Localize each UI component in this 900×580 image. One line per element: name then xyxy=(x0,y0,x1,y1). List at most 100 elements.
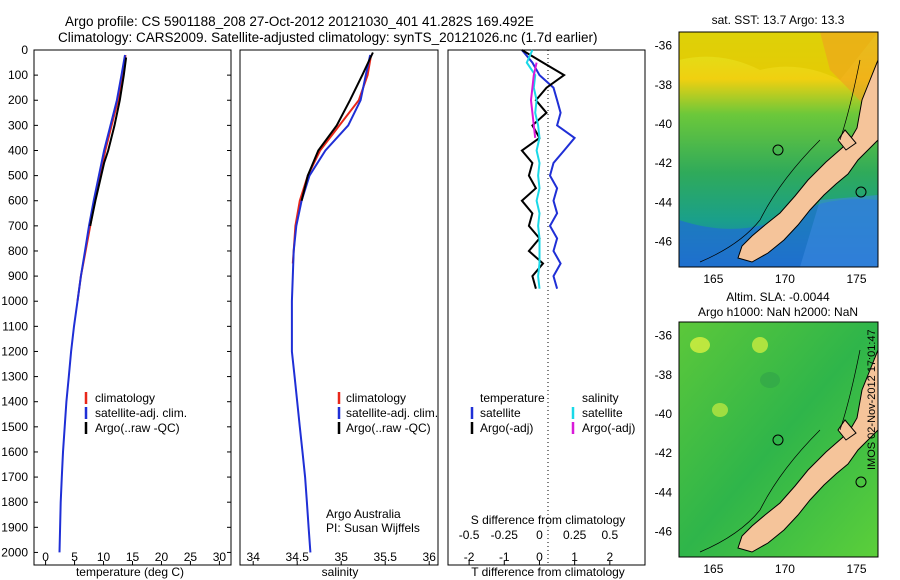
lat-tick-label: -40 xyxy=(655,117,673,131)
depth-tick-label: 800 xyxy=(8,244,28,258)
sst-map-frame xyxy=(678,31,879,268)
series-line-t-satellite xyxy=(521,49,577,289)
depth-tick-label: 1300 xyxy=(1,370,28,384)
lon-tick-label: 165 xyxy=(703,562,723,576)
x-tick-label: 35 xyxy=(335,550,349,564)
series-line-s-argo-adj- xyxy=(529,62,538,139)
lon-tick-label: 175 xyxy=(847,272,867,286)
legend-satellite: satellite-adj. clim. xyxy=(95,406,187,420)
depth-tick-label: 1000 xyxy=(1,294,28,308)
series-line-satellite-adj-clim- xyxy=(290,54,372,553)
legend-climatology: climatology xyxy=(346,391,406,405)
lon-tick-label: 165 xyxy=(703,272,723,286)
depth-tick-label: 0 xyxy=(21,43,28,57)
lon-tick-label: 170 xyxy=(775,272,795,286)
x-tick-label: 30 xyxy=(213,550,227,564)
sst-lat-tick-labels: -36 -38 -40 -42 -44 -46 xyxy=(655,39,673,249)
legend-satellite: satellite-adj. clim. xyxy=(346,406,438,420)
temperature-legend: climatology satellite-adj. clim. Argo(..… xyxy=(84,391,187,435)
x-tick-label: 20 xyxy=(155,550,169,564)
lat-tick-label: -38 xyxy=(655,78,673,92)
depth-tick-label: 200 xyxy=(8,93,28,107)
series-line-argo-raw-qc- xyxy=(89,57,128,227)
difference-series-lines xyxy=(520,49,577,289)
depth-tick-label: 500 xyxy=(8,169,28,183)
sst-map: sat. SST: 13.7 Argo: 13.3 -36 -38 -40 -42 -4… xyxy=(655,13,879,286)
depth-tick-label: 1800 xyxy=(1,495,28,509)
lat-tick-label: -44 xyxy=(655,485,673,499)
sla-map: Altim. SLA: -0.0044 Argo h1000: NaN h200… xyxy=(655,290,879,576)
difference-axes-box xyxy=(447,49,646,566)
depth-tick-label: 400 xyxy=(8,143,28,157)
lat-tick-label: -42 xyxy=(655,446,673,460)
argo-float-marker xyxy=(772,144,784,156)
x-tick-label: 34.5 xyxy=(286,550,310,564)
salinity-x-label: salinity xyxy=(322,565,359,579)
temperature-series-lines xyxy=(58,54,128,553)
depth-tick-label: 1600 xyxy=(1,445,28,459)
sla-map-title: Altim. SLA: -0.0044 xyxy=(726,290,830,304)
series-line-satellite-adj-clim- xyxy=(58,54,126,553)
depth-tick-label: 300 xyxy=(8,118,28,132)
legend-t-argo: Argo(-adj) xyxy=(480,421,533,435)
sla-map-subtitle: Argo h1000: NaN h2000: NaN xyxy=(698,305,858,319)
s-difference-label: S difference from climatology xyxy=(471,513,626,527)
sla-lat-tick-labels: -36 -38 -40 -42 -44 -46 xyxy=(655,329,673,539)
temperature-x-label: temperature (deg C) xyxy=(76,565,184,579)
pi-annotation: PI: Susan Wijffels xyxy=(326,521,420,535)
t-difference-label: T difference from climatology xyxy=(471,565,625,579)
depth-tick-label: 1500 xyxy=(1,420,28,434)
x2-tick-label: 0.25 xyxy=(563,528,587,542)
lat-tick-label: -36 xyxy=(655,329,673,343)
sla-map-frame xyxy=(678,321,879,558)
difference-legend: temperature salinity satellite Argo(-adj… xyxy=(470,391,635,435)
depth-tick-label: 100 xyxy=(8,68,28,82)
x-tick-label: 10 xyxy=(97,550,111,564)
header-line-1: Argo profile: CS 5901188_208 27-Oct-2012… xyxy=(65,14,534,29)
lat-tick-label: -44 xyxy=(655,195,673,209)
x-tick-label: 0 xyxy=(42,550,49,564)
legend-s-argo: Argo(-adj) xyxy=(582,421,635,435)
x2-tick-label: -0.5 xyxy=(459,528,480,542)
salinity-difference-tick-labels: -0.5 -0.25 0 0.25 0.5 xyxy=(459,528,619,542)
x-tick-label: -1 xyxy=(499,550,510,564)
temperature-x-tick-labels: 0 5 10 15 20 25 30 xyxy=(42,550,226,565)
lat-tick-label: -36 xyxy=(655,39,673,53)
depth-tick-label: 2000 xyxy=(1,545,28,559)
depth-tick-label: 1400 xyxy=(1,395,28,409)
circle-marker xyxy=(855,186,867,198)
x-tick-label: 0 xyxy=(536,550,543,564)
depth-tick-label: 1100 xyxy=(2,319,28,333)
lat-tick-label: -40 xyxy=(655,407,673,421)
x-tick-label: 25 xyxy=(184,550,198,564)
x-tick-label: 15 xyxy=(126,550,140,564)
institution-annotation: Argo Australia xyxy=(326,507,401,521)
temperature-panel: 0100200300400500600700800900100011001200… xyxy=(1,43,645,579)
lon-tick-label: 170 xyxy=(775,562,795,576)
argo-float-marker xyxy=(772,434,784,446)
depth-tick-label: 700 xyxy=(8,219,28,233)
series-line-s-satellite xyxy=(525,49,541,289)
circle-marker xyxy=(855,476,867,488)
depth-tick-label: 1200 xyxy=(1,344,28,358)
legend-salinity-header: salinity xyxy=(582,391,619,405)
salinity-legend: climatology satellite-adj. clim. Argo(..… xyxy=(337,391,438,435)
salinity-panel: 34 34.5 35 35.5 36 salinity climatology sate… xyxy=(239,49,439,579)
temperature-axes-box xyxy=(33,49,232,566)
depth-tick-labels: 0 100 200 300 400 500 600 700 800 900 1000 1100 1200… xyxy=(1,43,645,559)
depth-tick-label: 900 xyxy=(8,269,28,283)
sst-map-title: sat. SST: 13.7 Argo: 13.3 xyxy=(712,13,845,27)
x2-tick-label: 0.5 xyxy=(601,528,618,542)
x-tick-label: -2 xyxy=(464,550,475,564)
difference-x-tick-labels: -2 -1 0 1 2 xyxy=(464,550,613,565)
lat-tick-label: -38 xyxy=(655,368,673,382)
difference-panel: -2 -1 0 1 2 -0.5 -0.25 0 0.25 0.5 S difference f… xyxy=(447,49,646,579)
legend-argo: Argo(..raw -QC) xyxy=(346,421,431,435)
x-tick-label: 1 xyxy=(571,550,578,564)
sla-lon-tick-labels: 165 170 175 xyxy=(703,562,867,576)
series-line-t-argo-adj- xyxy=(520,49,566,289)
depth-tick-label: 1900 xyxy=(1,520,28,534)
lat-tick-label: -42 xyxy=(655,156,673,170)
legend-climatology: climatology xyxy=(95,391,155,405)
